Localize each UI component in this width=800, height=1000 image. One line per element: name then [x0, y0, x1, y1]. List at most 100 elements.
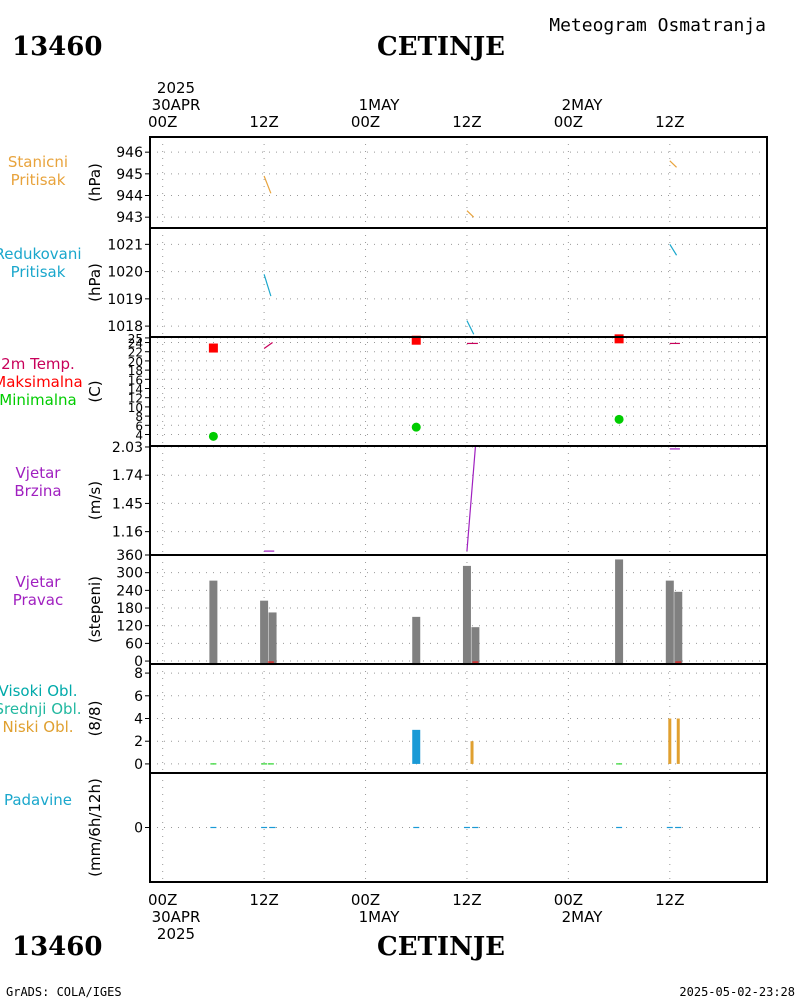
y-tick-label: 240 — [116, 583, 143, 599]
y-tick-label: 25 — [128, 332, 143, 346]
y-tick-label: 18 — [128, 364, 143, 378]
max-temp-point — [614, 334, 624, 344]
panel-label-redukovani: Redukovani — [0, 245, 82, 263]
bottom-time-tick-label: 12Z — [452, 891, 481, 909]
data-line-segment — [669, 244, 678, 256]
y-tick-label: 945 — [116, 167, 143, 183]
bottom-time-tick-labels: 00Z 12Z 00Z 12Z 00Z 12Z — [148, 891, 684, 909]
y-tick-label: 0 — [134, 654, 143, 670]
unit-label-temp: (C) — [86, 380, 104, 402]
data-line-segment — [669, 160, 677, 168]
footer-credit: GrADS: COLA/IGES — [6, 985, 122, 999]
unit-label-padavine: (mm/6h/12h) — [86, 778, 104, 877]
y-tick-label: 1020 — [107, 265, 143, 281]
panel-label-oblaci: Visoki Obl. — [0, 682, 77, 700]
unit-label-redukovani: (hPa) — [86, 263, 104, 302]
top-year-label: 2025 — [157, 79, 195, 97]
y-tick-label: 12 — [128, 392, 143, 406]
y-tick-label: 1.74 — [112, 468, 143, 484]
panel-label-redukovani: Pritisak — [11, 263, 66, 281]
panel-label-padavine: Padavine — [4, 791, 72, 809]
data-line-segment — [263, 175, 272, 194]
max-temp-point — [411, 335, 421, 345]
y-tick-label: 14 — [128, 383, 143, 397]
y-tick-label: 1.45 — [112, 496, 143, 512]
top-time-tick-label: 12Z — [249, 113, 278, 131]
wind-direction-bar — [268, 612, 277, 666]
unit-label-pravac: (stepeni) — [86, 576, 104, 643]
y-tick-label: 2.03 — [112, 440, 143, 456]
bottom-first-day-label: 30APR — [152, 908, 201, 926]
panel-padavine: 0 Padavine (mm/6h/12h) — [4, 772, 768, 883]
y-tick-label: 180 — [116, 601, 143, 617]
y-tick-label: 22 — [128, 346, 143, 360]
panel-label-brzina: Vjetar — [16, 464, 62, 482]
data-line-segment — [466, 320, 475, 335]
wind-direction-bar — [462, 565, 471, 666]
bottom-day-label-2: 2MAY — [562, 908, 604, 926]
top-day-label-2: 2MAY — [562, 96, 604, 114]
wind-direction-bar — [471, 627, 480, 666]
unit-label-oblaci: (8/8) — [86, 701, 104, 737]
top-time-tick-label: 00Z — [351, 113, 380, 131]
bottom-time-tick-label: 00Z — [554, 891, 583, 909]
y-tick-label: 1021 — [107, 237, 143, 253]
y-tick-label: 6 — [135, 419, 143, 433]
y-tick-label: 8 — [135, 410, 143, 424]
y-tick-label: 20 — [128, 355, 143, 369]
wind-direction-bar — [615, 559, 624, 666]
low-cloud-bar — [470, 741, 474, 764]
header-station-id: 13460 — [12, 32, 102, 62]
y-tick-label: 16 — [128, 373, 143, 387]
panel-label-brzina: Brzina — [14, 482, 61, 500]
top-day-label-1: 1MAY — [359, 96, 401, 114]
footer-station-name: CETINJE — [377, 932, 505, 962]
y-tick-label: 1018 — [107, 319, 143, 335]
header-station-name: CETINJE — [377, 32, 505, 62]
data-line-segment — [263, 342, 273, 349]
data-line-segment — [466, 210, 475, 218]
wind-direction-bar — [209, 580, 218, 666]
top-time-tick-label: 00Z — [554, 113, 583, 131]
low-cloud-bar — [668, 718, 672, 764]
y-tick-label: 6 — [134, 689, 143, 705]
bottom-year-label: 2025 — [157, 925, 195, 943]
wind-direction-bar — [674, 591, 683, 666]
panel-frame — [149, 136, 768, 229]
y-tick-label: 4 — [135, 429, 143, 443]
y-tick-label: 943 — [116, 210, 143, 226]
y-tick-label: 1.16 — [112, 525, 143, 541]
y-tick-label: 10 — [128, 401, 143, 415]
wind-direction-bar — [412, 616, 421, 666]
panel-label-temp: Minimalna — [0, 391, 77, 409]
min-temp-point — [614, 414, 624, 424]
min-temp-point — [208, 431, 218, 441]
wind-direction-bar — [665, 580, 674, 666]
y-tick-label: 24 — [128, 337, 143, 351]
wind-direction-bar — [260, 600, 269, 666]
y-tick-label: 1019 — [107, 292, 143, 308]
max-temp-point — [208, 343, 218, 353]
panel-label-stanicni: Stanicni — [8, 153, 68, 171]
panel-label-pravac: Vjetar — [16, 573, 62, 591]
mid-cloud-bar — [412, 729, 421, 764]
unit-label-stanicni: (hPa) — [86, 163, 104, 202]
y-tick-label: 4 — [134, 712, 143, 728]
min-temp-point — [411, 422, 421, 432]
panel-oblaci: 8 6 4 2 0 Visoki Obl.Srednji Obl.Niski Obl. (8… — [0, 663, 768, 774]
y-tick-label: 60 — [125, 636, 143, 652]
panel-label-temp: 2m Temp. — [1, 355, 75, 373]
low-cloud-bar — [676, 718, 680, 764]
panel-label-oblaci: Niski Obl. — [2, 718, 73, 736]
chart-title: Meteogram Osmatranja — [549, 15, 766, 36]
panel-frame — [149, 336, 768, 447]
bottom-time-tick-label: 12Z — [655, 891, 684, 909]
bottom-time-tick-label: 12Z — [249, 891, 278, 909]
